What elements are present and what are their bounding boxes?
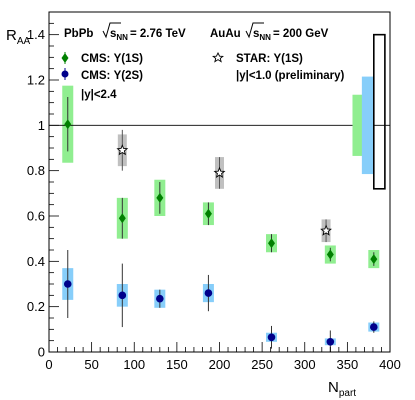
marker-star-s2-p0 <box>116 144 129 156</box>
global-box-2 <box>373 33 386 190</box>
svg-text:STAR: Υ(1S): STAR: Υ(1S) <box>236 53 303 65</box>
marker-circle-s1-p3 <box>204 289 213 297</box>
marker-circle-s1-p2 <box>156 294 164 303</box>
y-tick-label-0: 0 <box>38 345 45 360</box>
x-axis-title: Npart <box>328 379 356 399</box>
y-tick-label-3: 0.6 <box>27 209 45 224</box>
y-axis-title: RAA <box>6 27 31 47</box>
y-tick-label-2: 0.4 <box>27 254 45 269</box>
marker-circle-s1-p4 <box>267 333 276 342</box>
legend-note-star: |y|<1.0 (preliminary) <box>236 70 345 82</box>
sqrt-symbol-icon <box>245 22 264 39</box>
y-tick-label-6: 1.2 <box>27 73 45 88</box>
marker-diamond-s0-p2 <box>156 192 164 203</box>
y-tick-label-7: 1.4 <box>27 27 45 42</box>
legend: CMS: Υ(1S) STAR: Υ(1S) CMS: Υ(2S) |y|<1.… <box>61 51 345 101</box>
header-system-auau: AuAu <box>210 28 241 40</box>
x-tick-label-4: 200 <box>209 357 231 372</box>
svg-text:CMS: Υ(2S): CMS: Υ(2S) <box>81 70 143 82</box>
marker-diamond-s0-p3 <box>204 208 212 219</box>
global-box-1 <box>361 76 374 175</box>
marker-diamond-s0-p0 <box>64 119 72 130</box>
header-system-pbpb: PbPb <box>64 28 93 40</box>
marker-circle-s1-p1 <box>118 291 127 300</box>
marker-diamond-s0-p1 <box>118 213 126 224</box>
x-tick-label-3: 150 <box>166 357 188 372</box>
marker-circle-s1-p6 <box>370 323 378 331</box>
legend-entry-cms-1s: CMS: Υ(1S) <box>61 52 143 65</box>
x-tick-label-1: 50 <box>84 357 98 372</box>
svg-text:sNN= 2.76 TeV: sNN = 2.76 TeV <box>110 28 186 42</box>
x-tick-label-0: 0 <box>45 357 52 372</box>
y-tick-label-4: 0.8 <box>27 163 45 178</box>
header-energy-auau: sNN = 200 GeV <box>245 22 329 42</box>
green-diamond-icon <box>61 53 69 63</box>
marker-diamond-s0-p5 <box>326 249 334 260</box>
marker-circle-s1-p5 <box>326 338 335 346</box>
marker-circle-s1-p0 <box>63 280 72 288</box>
data-markers <box>63 119 378 346</box>
y-tick-label-5: 1 <box>38 118 45 133</box>
global-box-0 <box>352 94 363 156</box>
marker-star-s2-p1 <box>213 166 226 178</box>
legend-entry-cms-2s: CMS: Υ(2S) <box>61 68 143 82</box>
marker-star-s2-p2 <box>320 224 332 236</box>
y-tick-label-1: 0.2 <box>27 299 45 314</box>
svg-text:CMS: Υ(1S): CMS: Υ(1S) <box>81 53 143 65</box>
global-uncertainty-boxes <box>352 33 386 190</box>
x-tick-label-2: 100 <box>123 357 145 372</box>
legend-note-cms: |y|<2.4 <box>81 89 117 101</box>
blue-circle-icon <box>61 70 69 78</box>
svg-text:sNN= 200 GeV: sNN = 200 GeV <box>253 28 329 42</box>
sqrt-symbol-icon <box>102 22 121 39</box>
legend-entry-star-1s: STAR: Υ(1S) <box>212 51 303 65</box>
marker-diamond-s0-p6 <box>370 254 378 265</box>
x-tick-label-8: 400 <box>379 357 401 372</box>
axis-tick-labels: 0 50 100 150 200 250 300 350 400 0 0.2 0.4 0.6 0.8 1 1.… <box>27 27 401 372</box>
header-energy-pbpb: sNN = 2.76 TeV <box>102 22 186 42</box>
x-tick-label-5: 250 <box>251 357 273 372</box>
marker-diamond-s0-p4 <box>268 238 276 249</box>
x-tick-label-6: 300 <box>294 357 316 372</box>
axis-ticks <box>48 11 391 353</box>
x-tick-label-7: 350 <box>337 357 359 372</box>
open-star-icon <box>212 51 224 63</box>
